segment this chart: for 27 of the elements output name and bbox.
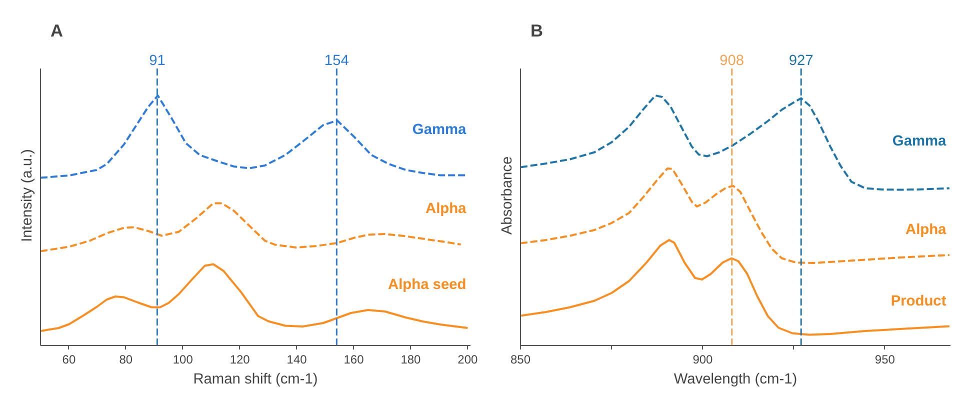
series-label: Alpha <box>425 201 468 217</box>
text: Gamma <box>892 133 948 150</box>
series-label: Alpha <box>905 222 948 238</box>
x-tick-label: 120 <box>230 352 250 366</box>
x-tick-label: 200 <box>458 352 478 366</box>
ref-line-label: 91 <box>149 53 166 69</box>
text: Gamma <box>412 122 468 138</box>
x-axis-title: Wavelength (cm-1) <box>674 372 798 388</box>
ref-line-label: 154 <box>324 53 349 69</box>
y-axis-title: Absorbance <box>500 156 516 235</box>
x-tick-label: 160 <box>344 352 364 366</box>
chart-title: A <box>50 20 64 40</box>
x-tick-label: 180 <box>400 352 422 366</box>
chart-title: B <box>530 20 544 40</box>
x-tick-label: 100 <box>172 352 194 366</box>
ref-line-label: 927 <box>788 53 814 69</box>
x-tick-label: 60 <box>62 352 76 366</box>
y-axis-title: Intensity (a.u.) <box>20 149 36 242</box>
x-axis-title: Raman shift (cm-1) <box>193 372 318 388</box>
x-tick-label: 80 <box>119 352 133 366</box>
x-tick-label: 850 <box>510 352 531 366</box>
series-label: Alpha seed <box>388 277 466 293</box>
x-tick-label: 900 <box>692 352 714 366</box>
series-label: Product <box>890 293 946 310</box>
x-tick-label: 950 <box>874 352 896 366</box>
x-tick-label: 140 <box>286 352 308 366</box>
ref-line-label: 908 <box>720 53 744 69</box>
